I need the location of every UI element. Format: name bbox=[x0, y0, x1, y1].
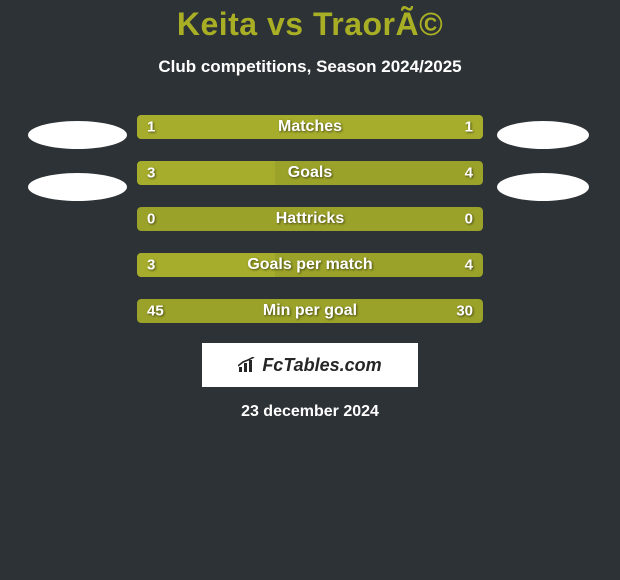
generated-date: 23 december 2024 bbox=[241, 403, 379, 421]
stat-bar-left-fill bbox=[137, 253, 275, 277]
player-right-team-placeholder bbox=[497, 173, 589, 201]
stat-row: 34Goals per match bbox=[137, 253, 483, 277]
stat-row: 34Goals bbox=[137, 161, 483, 185]
stat-value-right: 4 bbox=[465, 165, 473, 182]
brand-chart-icon bbox=[238, 357, 258, 373]
stat-value-left: 0 bbox=[147, 211, 155, 228]
stat-value-left: 45 bbox=[147, 303, 164, 320]
stat-bar-right-fill bbox=[310, 115, 483, 139]
stat-row: 11Matches bbox=[137, 115, 483, 139]
player-right-avatar-placeholder bbox=[497, 121, 589, 149]
stat-value-left: 3 bbox=[147, 257, 155, 274]
stat-row: 4530Min per goal bbox=[137, 299, 483, 323]
brand-label: FcTables.com bbox=[238, 355, 381, 376]
stat-bar-background bbox=[137, 207, 483, 231]
page-subtitle: Club competitions, Season 2024/2025 bbox=[158, 57, 461, 77]
stat-bar-left-fill bbox=[137, 115, 310, 139]
comparison-infographic: Keita vs TraorÃ© Club competitions, Seas… bbox=[0, 0, 620, 421]
stat-value-left: 1 bbox=[147, 119, 155, 136]
stat-value-right: 4 bbox=[465, 257, 473, 274]
player-right-column bbox=[483, 115, 603, 225]
player-left-team-placeholder bbox=[28, 173, 127, 201]
stat-bar-left-fill bbox=[137, 161, 275, 185]
chart-area: 11Matches34Goals00Hattricks34Goals per m… bbox=[0, 115, 620, 323]
player-left-column bbox=[17, 115, 137, 225]
stat-value-right: 30 bbox=[456, 303, 473, 320]
brand-text: FcTables.com bbox=[262, 355, 381, 376]
stat-value-right: 1 bbox=[465, 119, 473, 136]
stat-bar-background bbox=[137, 299, 483, 323]
stat-value-left: 3 bbox=[147, 165, 155, 182]
stat-bars: 11Matches34Goals00Hattricks34Goals per m… bbox=[137, 115, 483, 323]
page-title: Keita vs TraorÃ© bbox=[177, 6, 443, 43]
player-left-avatar-placeholder bbox=[28, 121, 127, 149]
brand-badge: FcTables.com bbox=[202, 343, 418, 387]
stat-value-right: 0 bbox=[465, 211, 473, 228]
stat-row: 00Hattricks bbox=[137, 207, 483, 231]
